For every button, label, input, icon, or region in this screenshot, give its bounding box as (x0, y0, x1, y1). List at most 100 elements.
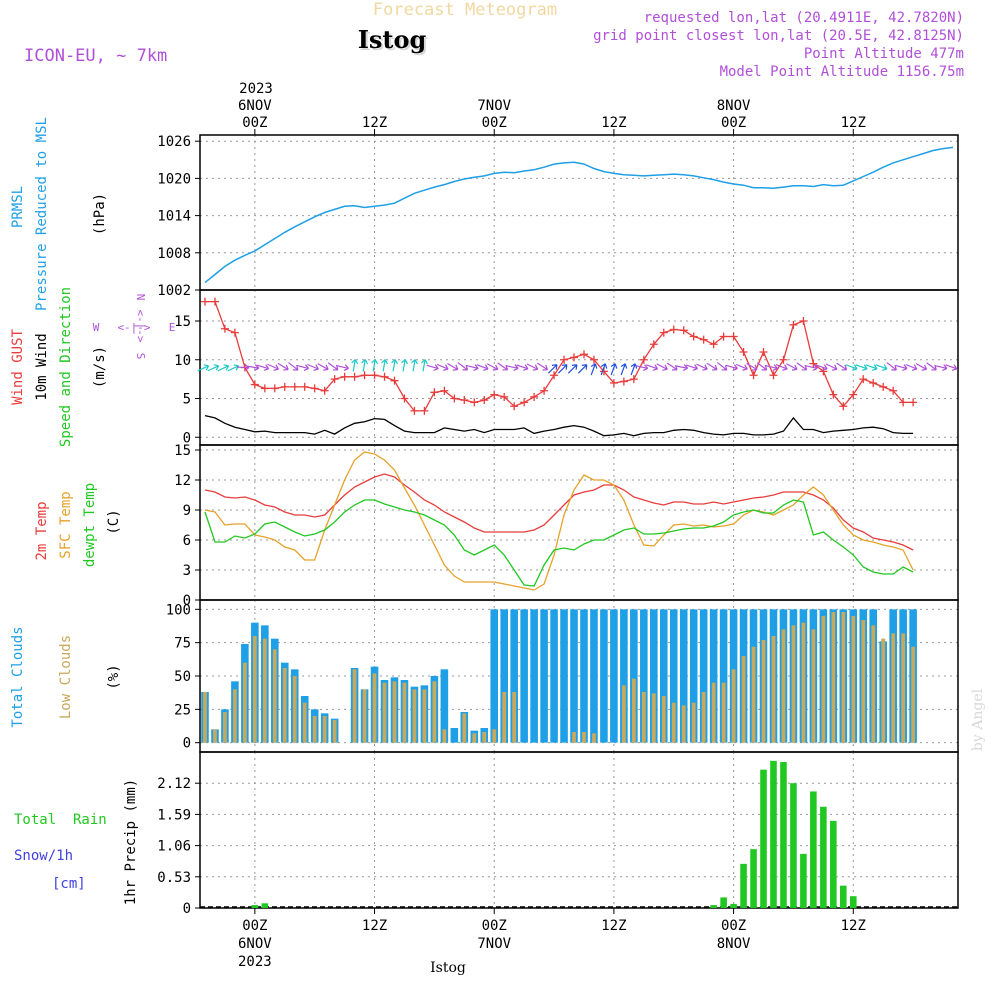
panel-4: 0 0.53 1.06 1.59 2.12 (157, 751, 959, 917)
wind-direction-arrow (466, 364, 479, 371)
percent-label: (%) (106, 664, 122, 689)
gust-marker (250, 380, 259, 389)
low-cloud-bar (721, 682, 726, 743)
gust-marker (699, 335, 708, 344)
low-cloud-bar (771, 636, 776, 743)
low-cloud-bar (592, 733, 596, 743)
gust-marker (889, 386, 898, 395)
low-cloud-bar (422, 689, 427, 743)
gust-marker (799, 317, 808, 325)
total-cloud-bar (580, 609, 588, 743)
gust-marker (220, 324, 229, 333)
wind-direction-arrow (307, 363, 319, 371)
gust-marker (310, 384, 319, 393)
wind-direction-arrow (696, 363, 708, 371)
gust-marker (779, 355, 788, 364)
low-cloud-bar (881, 638, 886, 743)
station-title-fg: Istog (358, 25, 427, 54)
low-cloud-bar (412, 689, 417, 743)
low-cloud-bar (791, 625, 796, 743)
wind-direction-arrow (327, 362, 339, 371)
pressure-labels: PRMSL Pressure Reduced to MSL (hPa) (10, 117, 108, 311)
rain-bar (849, 896, 857, 908)
rain-bar (830, 820, 837, 908)
requested-lonlat: requested lon,lat (20.4911E, 42.7820N) (644, 10, 964, 26)
dewpt-label: dewpt Temp (82, 483, 98, 567)
low-cloud-bar (223, 712, 227, 743)
total-cloud-bar (620, 609, 628, 743)
dewpt-line (204, 499, 914, 587)
low-cloud-bar (572, 732, 576, 743)
hpa-label: (hPa) (92, 193, 108, 235)
total-cloud-bar (650, 609, 658, 743)
rain-bar (780, 762, 787, 908)
low-cloud-bar (731, 669, 736, 743)
low-cloud-bar (362, 689, 367, 743)
rain-bar (261, 903, 269, 908)
low-cloud-bar (492, 729, 497, 743)
gust-marker (290, 382, 299, 391)
point-altitude: Point Altitude 477m (804, 46, 964, 62)
total-cloud-bar (520, 609, 528, 743)
low-cloud-bar (911, 646, 916, 743)
gust-marker (639, 355, 648, 364)
wind-direction-arrow (497, 362, 509, 371)
low-cloud-bar (392, 681, 397, 743)
y-tick-label: 1.59 (157, 807, 191, 823)
wind-direction-arrow (765, 364, 778, 371)
wind-direction-arrow (926, 362, 937, 371)
gust-marker (270, 384, 279, 393)
gust-marker (520, 398, 529, 407)
wind-direction-arrow (411, 359, 418, 372)
gust-marker (210, 297, 219, 306)
bottom-hour-label: 12Z (362, 918, 387, 934)
wind-direction-arrow (486, 363, 499, 371)
low-cloud-bar (831, 612, 836, 743)
station-title: Istog (360, 27, 429, 56)
low-cloud-bar (242, 662, 247, 743)
gust-label: Wind GUST (10, 329, 26, 405)
gust-marker (440, 386, 449, 395)
wind-direction-arrow (646, 364, 659, 371)
y-tick-label: 6 (183, 533, 191, 549)
gust-marker (769, 371, 778, 380)
gust-marker (380, 372, 389, 381)
y-tick-label: 0 (183, 593, 191, 609)
wind-direction-arrow (945, 364, 958, 371)
gust-marker (230, 328, 239, 337)
y-tick-label: 1008 (157, 246, 191, 262)
sfc-temp-label: SFC Temp (58, 491, 74, 558)
wind-direction-arrow (227, 364, 240, 372)
gust-marker (490, 390, 499, 399)
low-cloud-bar (462, 713, 467, 743)
wind-direction-arrow (590, 363, 598, 376)
wind-direction-arrow (476, 364, 489, 371)
gust-marker (390, 376, 399, 385)
wind10m-label: 10m Wind (34, 333, 50, 400)
temp2m-line (204, 473, 914, 551)
wind-direction-arrow (717, 361, 728, 371)
low-cloud-bar (861, 620, 866, 743)
model-altitude: Model Point Altitude 1156.75m (720, 64, 964, 80)
prmsl-label: PRMSL (10, 186, 26, 228)
wind-direction-arrow (267, 363, 279, 371)
wind-direction-arrow (401, 359, 408, 372)
top-hour-label: 12Z (601, 115, 626, 131)
wind-direction-arrow (805, 364, 818, 371)
y-tick-label: 1002 (157, 283, 191, 299)
wind-direction-arrow (815, 364, 828, 371)
total-cloud-bar (610, 609, 618, 743)
low-cloud-bar (621, 685, 626, 743)
y-tick-label: 1020 (157, 171, 191, 187)
wind-direction-arrow (905, 363, 918, 371)
low-cloud-bar (252, 636, 257, 743)
wind-direction-arrow (746, 362, 758, 371)
gust-marker (540, 386, 549, 395)
wind-direction-arrow (447, 362, 459, 371)
low-cloud-bar (711, 682, 716, 743)
wind-direction-arrow (886, 362, 897, 371)
gust-marker (450, 394, 459, 403)
wind-direction-arrow (317, 363, 329, 371)
gust-marker (869, 379, 878, 387)
total-rain-label: Total Rain (14, 812, 107, 828)
